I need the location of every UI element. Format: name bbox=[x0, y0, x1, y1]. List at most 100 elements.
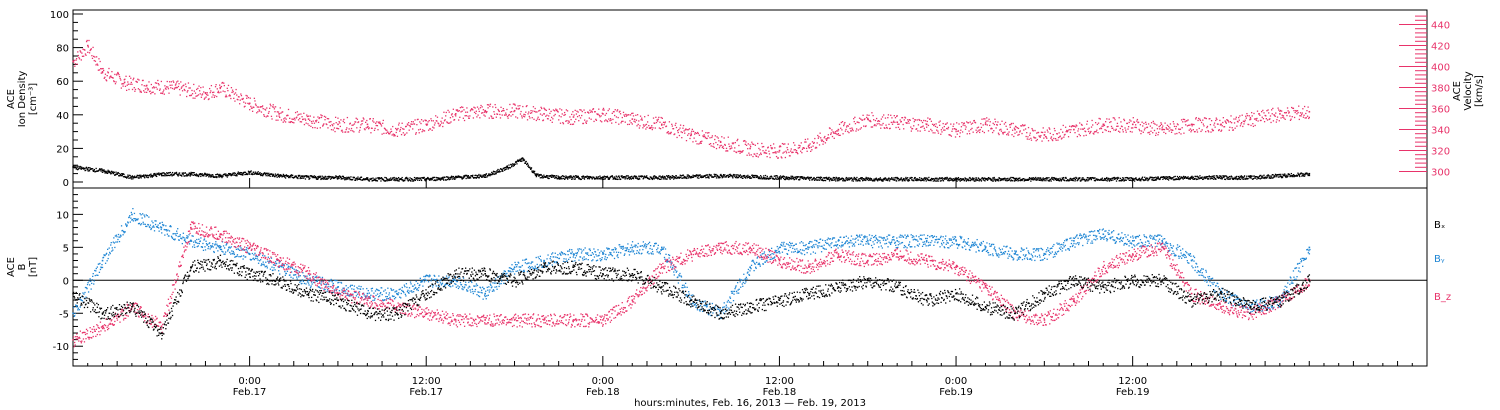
density-series-point bbox=[632, 176, 634, 179]
velocity-series-point bbox=[787, 149, 789, 151]
velocity-series-point bbox=[513, 110, 515, 113]
density-series-point bbox=[1197, 176, 1200, 178]
velocity-series-point bbox=[544, 109, 546, 111]
velocity-series-point bbox=[423, 130, 426, 132]
velocity-series-point bbox=[321, 114, 323, 117]
velocity-series-point bbox=[240, 94, 243, 97]
density-series-point bbox=[1216, 175, 1219, 177]
velocity-series-point bbox=[272, 104, 274, 106]
velocity-series-point bbox=[378, 122, 380, 124]
density-series-point bbox=[1124, 177, 1127, 179]
velocity-series-point bbox=[863, 118, 865, 121]
velocity-series-point bbox=[970, 128, 972, 131]
density-series-point bbox=[177, 175, 179, 177]
velocity-series-point bbox=[114, 83, 117, 85]
density-series-point bbox=[1174, 178, 1176, 181]
density-series-point bbox=[996, 179, 998, 181]
velocity-series-point bbox=[247, 96, 250, 99]
velocity-series-point bbox=[1107, 126, 1109, 128]
density-series-point bbox=[791, 175, 794, 178]
density-series-point bbox=[752, 174, 755, 177]
density-series-point bbox=[140, 177, 142, 179]
velocity-series-point bbox=[1184, 121, 1186, 123]
density-series-point bbox=[703, 175, 705, 178]
velocity-series-data-point bbox=[660, 123, 663, 126]
density-series-point bbox=[93, 168, 96, 171]
density-series-point bbox=[948, 180, 950, 182]
density-series-point bbox=[316, 178, 319, 180]
velocity-series-point bbox=[837, 130, 839, 132]
density-series-point bbox=[317, 176, 319, 178]
velocity-series-point bbox=[115, 74, 118, 76]
density-series-point bbox=[577, 176, 579, 179]
density-series-point bbox=[627, 175, 629, 177]
velocity-series-point bbox=[233, 97, 235, 100]
density-series-point bbox=[669, 175, 672, 178]
density-series-point bbox=[1039, 179, 1041, 181]
density-series-point bbox=[365, 178, 368, 180]
velocity-series-point bbox=[313, 116, 315, 118]
density-series-point bbox=[112, 172, 115, 175]
velocity-series-point bbox=[578, 114, 580, 117]
velocity-series-point bbox=[530, 110, 532, 112]
velocity-series-point bbox=[514, 104, 516, 106]
density-series-point bbox=[516, 160, 519, 162]
density-series-point bbox=[557, 175, 559, 177]
density-series-point bbox=[1028, 177, 1031, 179]
density-series-point bbox=[817, 179, 819, 181]
density-series-point bbox=[1115, 177, 1117, 179]
velocity-series-point bbox=[94, 60, 97, 62]
density-series-point bbox=[304, 175, 306, 177]
density-series-point bbox=[661, 175, 664, 177]
density-series-point bbox=[775, 178, 778, 180]
density-series-point bbox=[852, 178, 854, 180]
velocity-series-point bbox=[1007, 132, 1009, 135]
density-series-point bbox=[722, 176, 724, 178]
velocity-series-point bbox=[520, 110, 522, 113]
velocity-series-point bbox=[85, 40, 88, 43]
density-series-point bbox=[208, 176, 210, 178]
velocity-series-point bbox=[892, 121, 894, 124]
density-series-point bbox=[883, 177, 885, 180]
density-series-point bbox=[1185, 176, 1187, 178]
density-series-point bbox=[1247, 177, 1249, 180]
velocity-series-point bbox=[580, 109, 582, 111]
density-series-point bbox=[907, 180, 909, 182]
velocity-series-point bbox=[573, 121, 576, 123]
velocity-series-point bbox=[801, 152, 803, 154]
density-series-point bbox=[899, 179, 901, 181]
velocity-series-point bbox=[1296, 113, 1298, 115]
density-series-point bbox=[1230, 176, 1232, 178]
density-series-point bbox=[854, 178, 856, 181]
density-series-point bbox=[988, 177, 990, 179]
density-series-point bbox=[1050, 180, 1052, 182]
density-series-point bbox=[467, 177, 469, 179]
density-series-point bbox=[1235, 178, 1237, 180]
velocity-series-point bbox=[402, 132, 404, 134]
velocity-series-point bbox=[335, 122, 337, 124]
density-series-point bbox=[716, 174, 719, 177]
velocity-series-point bbox=[1293, 116, 1296, 119]
density-series-point bbox=[680, 176, 682, 179]
density-series-point bbox=[978, 180, 980, 182]
velocity-series-point bbox=[959, 132, 961, 134]
velocity-series-point bbox=[307, 115, 310, 117]
velocity-series-point bbox=[798, 146, 801, 149]
density-series-point bbox=[779, 175, 782, 177]
velocity-series-data-point bbox=[484, 109, 486, 112]
density-series-point bbox=[1226, 177, 1228, 179]
density-series-point bbox=[615, 178, 617, 180]
velocity-series-point bbox=[1202, 123, 1205, 125]
velocity-series-point bbox=[732, 143, 734, 145]
velocity-series-point bbox=[891, 117, 893, 119]
density-series-point bbox=[1194, 177, 1196, 180]
velocity-series-point bbox=[474, 107, 476, 109]
velocity-series-point bbox=[572, 111, 574, 113]
density-series-point bbox=[828, 178, 830, 180]
velocity-series-point bbox=[349, 123, 351, 125]
density-series-point bbox=[707, 175, 709, 178]
density-series-point bbox=[855, 180, 857, 182]
velocity-series-point bbox=[618, 123, 620, 125]
density-series-point bbox=[1116, 177, 1118, 179]
velocity-series-point bbox=[681, 136, 683, 139]
